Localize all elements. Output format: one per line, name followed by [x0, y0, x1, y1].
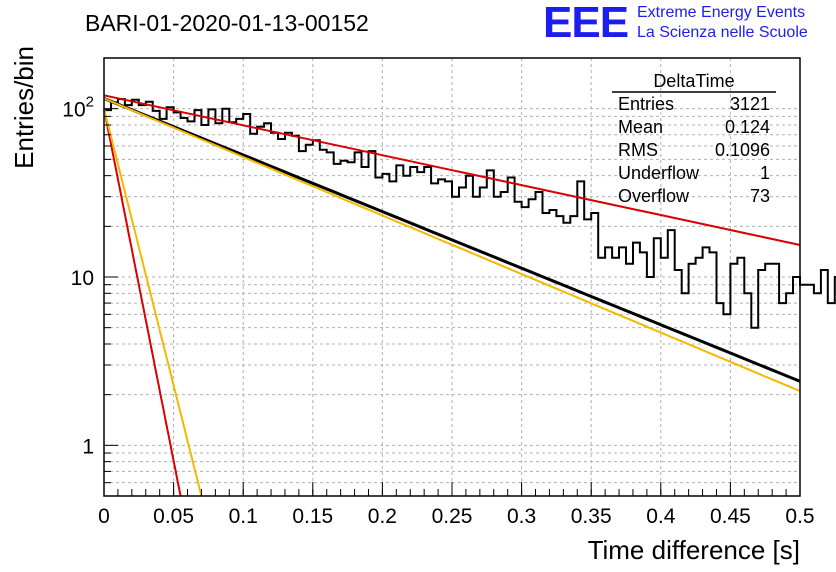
axis-ticks	[103, 57, 801, 497]
stat-value-overflow: 73	[750, 186, 770, 206]
x-tick-label: 0.25	[432, 505, 473, 528]
brand-line-2: La Scienza nelle Scuole	[637, 24, 808, 41]
y-tick-label: 1	[82, 435, 94, 458]
stats-box: DeltaTime Entries 3121 Mean 0.124 RMS 0.…	[612, 71, 776, 206]
page-title: BARI-01-2020-01-13-00152	[85, 10, 369, 36]
histogram-steps	[104, 98, 836, 329]
axis-tick-labels: 0 0.05 0.1 0.15 0.2 0.25 0.3 0.35 0.4 0.45 0.5 1 10 1…	[62, 94, 814, 528]
x-tick-label: 0.15	[292, 505, 333, 528]
x-tick-label: 0.2	[368, 505, 397, 528]
grid-lines	[104, 57, 800, 497]
stat-label-overflow: Overflow	[618, 186, 690, 206]
stat-label-underflow: Underflow	[618, 163, 700, 183]
x-tick-label: 0.4	[646, 505, 676, 528]
fit-curve-black-fit	[103, 97, 801, 383]
stat-label-mean: Mean	[618, 117, 663, 137]
x-tick-label: 0.35	[571, 505, 612, 528]
fit-curve-yellow-steep	[103, 108, 203, 497]
y-axis-title: Entries/bin	[9, 46, 39, 169]
x-tick-label: 0.05	[153, 505, 194, 528]
x-tick-label: 0.45	[710, 505, 751, 528]
stat-value-entries: 3121	[730, 94, 770, 114]
stat-value-rms: 0.1096	[715, 140, 770, 160]
x-axis-title: Time difference [s]	[588, 535, 800, 565]
x-tick-label: 0.5	[785, 505, 814, 528]
stat-label-rms: RMS	[618, 140, 658, 160]
stats-title: DeltaTime	[653, 71, 734, 91]
histogram-series	[104, 98, 836, 329]
x-tick-label: 0	[98, 505, 110, 528]
fit-curve-yellow-fit	[103, 97, 801, 393]
y-tick-label: 10	[71, 267, 94, 290]
fit-curve-red-steep	[103, 108, 182, 497]
fit-curve-red-fit	[103, 94, 801, 246]
x-tick-label: 0.3	[507, 505, 536, 528]
brand-line-1: Extreme Energy Events	[637, 4, 806, 21]
eee-logo: EEE	[543, 0, 629, 47]
y-tick-label: 102	[62, 94, 94, 122]
stat-value-mean: 0.124	[725, 117, 770, 137]
fit-curves	[103, 94, 801, 497]
stat-value-underflow: 1	[760, 163, 770, 183]
stat-label-entries: Entries	[618, 94, 674, 114]
x-tick-label: 0.1	[229, 505, 258, 528]
